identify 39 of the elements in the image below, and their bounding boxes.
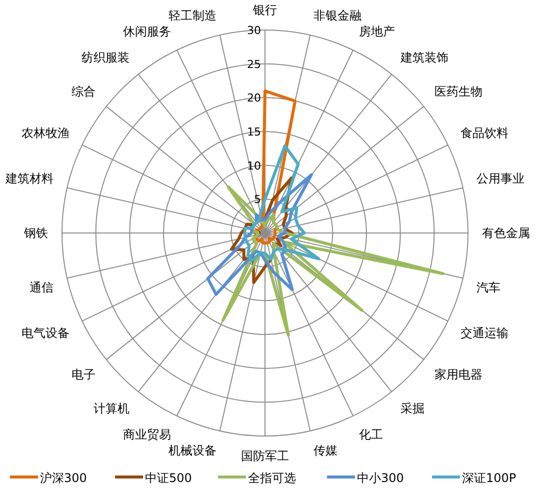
y-tick-label: 5	[254, 193, 261, 206]
spoke-label: 非银金融	[313, 8, 362, 22]
spoke-label: 纺织服装	[82, 50, 130, 64]
spoke-label: 食品饮料	[460, 126, 509, 140]
legend-label: 沪深300	[40, 471, 87, 485]
spoke-label: 通信	[29, 280, 54, 294]
spoke-label: 机械设备	[168, 444, 217, 458]
spoke-label: 农林牧渔	[21, 126, 70, 140]
spoke-label: 公用事业	[476, 172, 525, 186]
spoke-label: 计算机	[94, 402, 130, 416]
spoke-label: 汽车	[476, 280, 501, 294]
spoke-label: 国防军工	[241, 449, 289, 463]
spoke-label: 房地产	[359, 24, 396, 38]
spoke-label: 银行	[252, 3, 277, 17]
spoke-label: 传媒	[313, 444, 338, 458]
y-tick-label: 15	[247, 126, 261, 138]
spoke-label: 建筑材料	[4, 172, 54, 186]
spoke-label: 有色金属	[482, 226, 530, 240]
y-tick-label: 20	[247, 92, 261, 105]
legend-label: 全指可选	[248, 471, 296, 485]
spoke-label: 家用电器	[434, 367, 483, 382]
spoke-label: 电气设备	[21, 326, 70, 340]
spoke-label: 综合	[71, 84, 96, 99]
y-tick-label: 30	[247, 24, 261, 37]
spoke-label: 钢铁	[23, 226, 48, 240]
spoke-label: 轻工制造	[168, 8, 217, 22]
spoke-label: 休闲服务	[122, 24, 171, 38]
legend-label: 深证100P	[462, 471, 516, 485]
spoke-label: 采掘	[400, 402, 424, 416]
spoke-label: 交通运输	[460, 326, 509, 340]
y-tick-label: 25	[247, 58, 261, 71]
legend-label: 中证500	[145, 471, 192, 485]
spoke-label: 化工	[359, 428, 384, 442]
spoke-label: 建筑装饰	[399, 50, 448, 64]
y-tick-label: 10	[247, 159, 261, 172]
legend-label: 中小300	[357, 471, 404, 485]
spoke-label: 商业贸易	[122, 428, 171, 442]
spoke-label: 医药生物	[434, 84, 483, 99]
spoke-label: 电子	[71, 367, 96, 382]
